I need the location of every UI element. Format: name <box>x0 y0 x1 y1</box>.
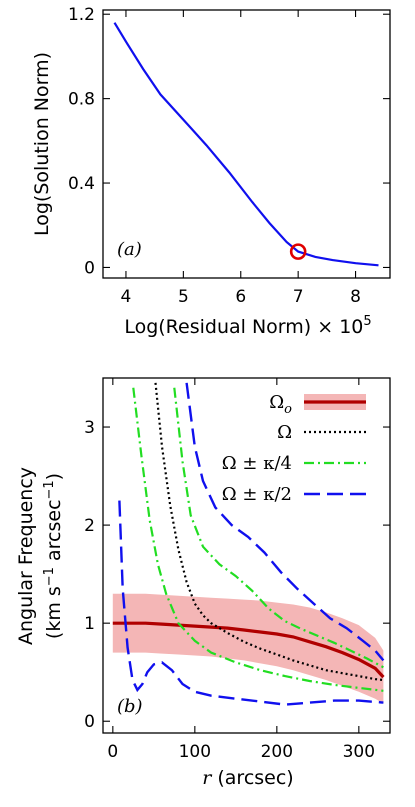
panel-a-y-tick-label: 0.8 <box>68 90 95 110</box>
panel-b-frame <box>102 377 391 734</box>
panel-a-x-tick-label: 5 <box>178 287 189 307</box>
panel-b-y-tick-label: 1 <box>84 614 95 634</box>
series-line <box>132 387 384 692</box>
panel-b-label: (b) <box>117 696 143 717</box>
series-line <box>154 382 384 682</box>
legend-label: Ω <box>277 422 292 443</box>
series-line <box>185 382 385 662</box>
panel-a-y-tick-label: 0.4 <box>68 174 95 194</box>
omega-o-uncertainty-band <box>112 593 384 704</box>
panel-b-x-tick-label: 300 <box>343 742 375 762</box>
panel-a-plot-area <box>113 22 379 267</box>
panel-a-x-tick-label: 8 <box>350 287 361 307</box>
panel-a: 4 5 6 7 8 0 0.4 0.8 1.2 (a) Log(Residual Norm) ×… <box>31 5 391 338</box>
panel-a-x-tick-label: 6 <box>235 287 246 307</box>
panel-b-ticks: 0 100 200 300 0 1 2 3 <box>84 378 390 762</box>
panel-b: 0 100 200 300 0 1 2 3 (b) Ωo Ω Ω ± κ/4 Ω ± κ/2 r (a… <box>15 377 391 789</box>
panel-a-y-axis-title: Log(Solution Norm) <box>31 52 53 236</box>
panel-a-x-tick-label: 7 <box>293 287 304 307</box>
panel-a-x-axis-title: Log(Residual Norm) × 105 <box>124 314 371 338</box>
panel-a-curve <box>113 22 379 267</box>
panel-b-y-tick-label: 2 <box>84 516 95 536</box>
panel-a-corner-marker <box>289 243 307 260</box>
panel-a-y-tick-label: 1.2 <box>68 5 95 25</box>
series-line <box>112 621 385 679</box>
legend-label: Ωo <box>269 392 292 417</box>
panel-b-plot-area <box>112 382 385 706</box>
panel-a-ticks: 4 5 6 7 8 0 0.4 0.8 1.2 <box>68 5 390 307</box>
panel-b-series-group <box>112 382 385 706</box>
panel-b-y-axis-units: (km s−1 arcsec−1) <box>42 473 65 639</box>
panel-a-y-tick-label: 0 <box>84 258 95 278</box>
panel-b-x-tick-label: 100 <box>179 742 211 762</box>
panel-b-y-tick-label: 0 <box>84 712 95 732</box>
panel-b-x-axis-title: r (arcsec) <box>202 767 293 789</box>
panel-b-y-tick-label: 3 <box>84 418 95 438</box>
panel-b-legend: Ωo Ω Ω ± κ/4 Ω ± κ/2 <box>222 392 366 505</box>
panel-a-frame <box>102 9 391 279</box>
legend-label: Ω ± κ/2 <box>222 484 292 505</box>
legend-label: Ω ± κ/4 <box>222 453 292 474</box>
panel-a-label: (a) <box>117 239 142 260</box>
panel-b-x-tick-label: 0 <box>107 742 118 762</box>
panel-a-x-tick-label: 4 <box>121 287 132 307</box>
panel-b-x-tick-label: 200 <box>261 742 293 762</box>
panel-b-y-axis-title: Angular Frequency <box>15 467 37 645</box>
